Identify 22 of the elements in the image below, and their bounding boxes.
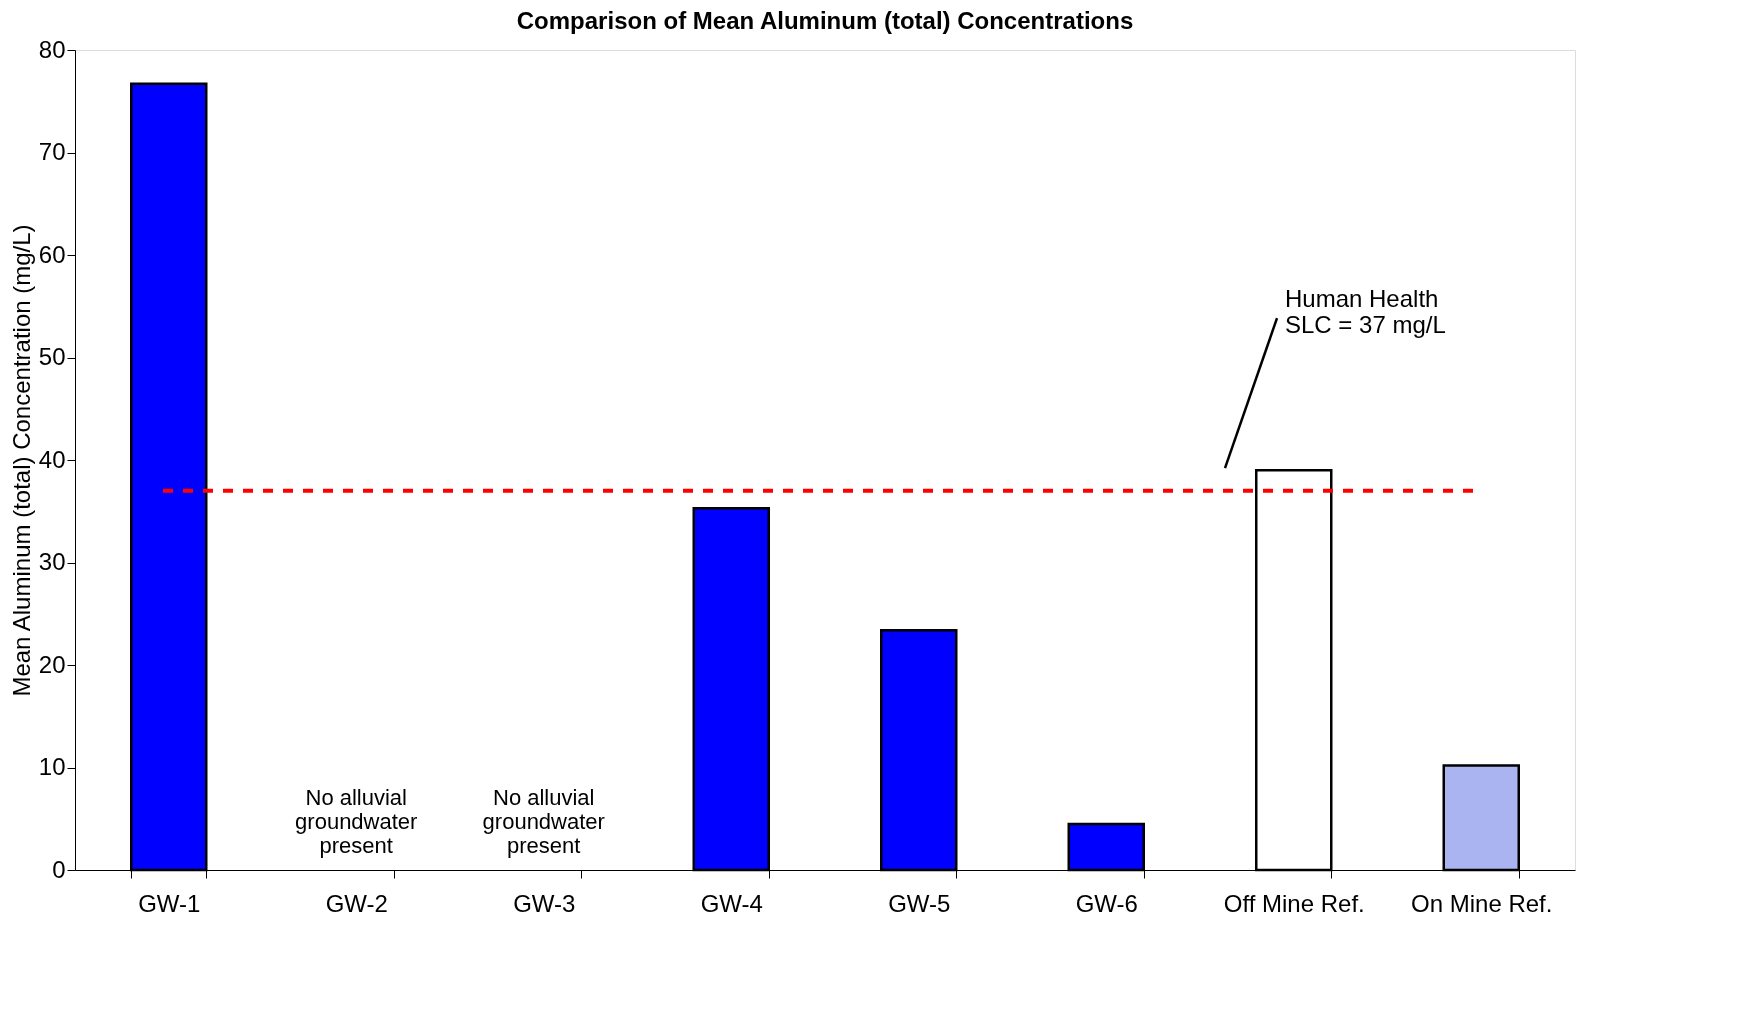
x-tick-label: Off Mine Ref.: [1223, 889, 1365, 917]
y-tick-label: 30: [38, 548, 66, 575]
annotation: No alluvial groundwater present: [482, 785, 605, 859]
x-tick-label: GW-5: [888, 889, 951, 917]
chart-title: Comparison of Mean Aluminum (total) Concentrations: [516, 7, 1134, 34]
y-tick-label: 20: [38, 650, 66, 678]
y-axis-title: Mean Aluminum (total) Concentration (mg/L): [7, 224, 35, 697]
y-tick-label: 50: [38, 343, 66, 370]
annotation: Human Health SLC = 37 mg/L: [1285, 285, 1446, 339]
x-tick-label: GW-1: [138, 889, 201, 917]
x-tick-label: GW-6: [1075, 889, 1138, 917]
annotation: No alluvial groundwater present: [295, 785, 418, 859]
x-tick-label: GW-4: [700, 889, 763, 917]
x-tick-label: GW-2: [325, 889, 388, 917]
y-tick-label: 70: [38, 138, 66, 165]
x-tick-label: On Mine Ref.: [1411, 889, 1553, 917]
y-tick-label: 60: [38, 240, 66, 268]
y-tick-label: 80: [38, 35, 66, 63]
x-tick-label: GW-3: [513, 889, 576, 917]
y-tick-label: 40: [38, 445, 66, 473]
y-tick-label: 10: [38, 753, 66, 780]
y-tick-label: 0: [52, 855, 66, 883]
